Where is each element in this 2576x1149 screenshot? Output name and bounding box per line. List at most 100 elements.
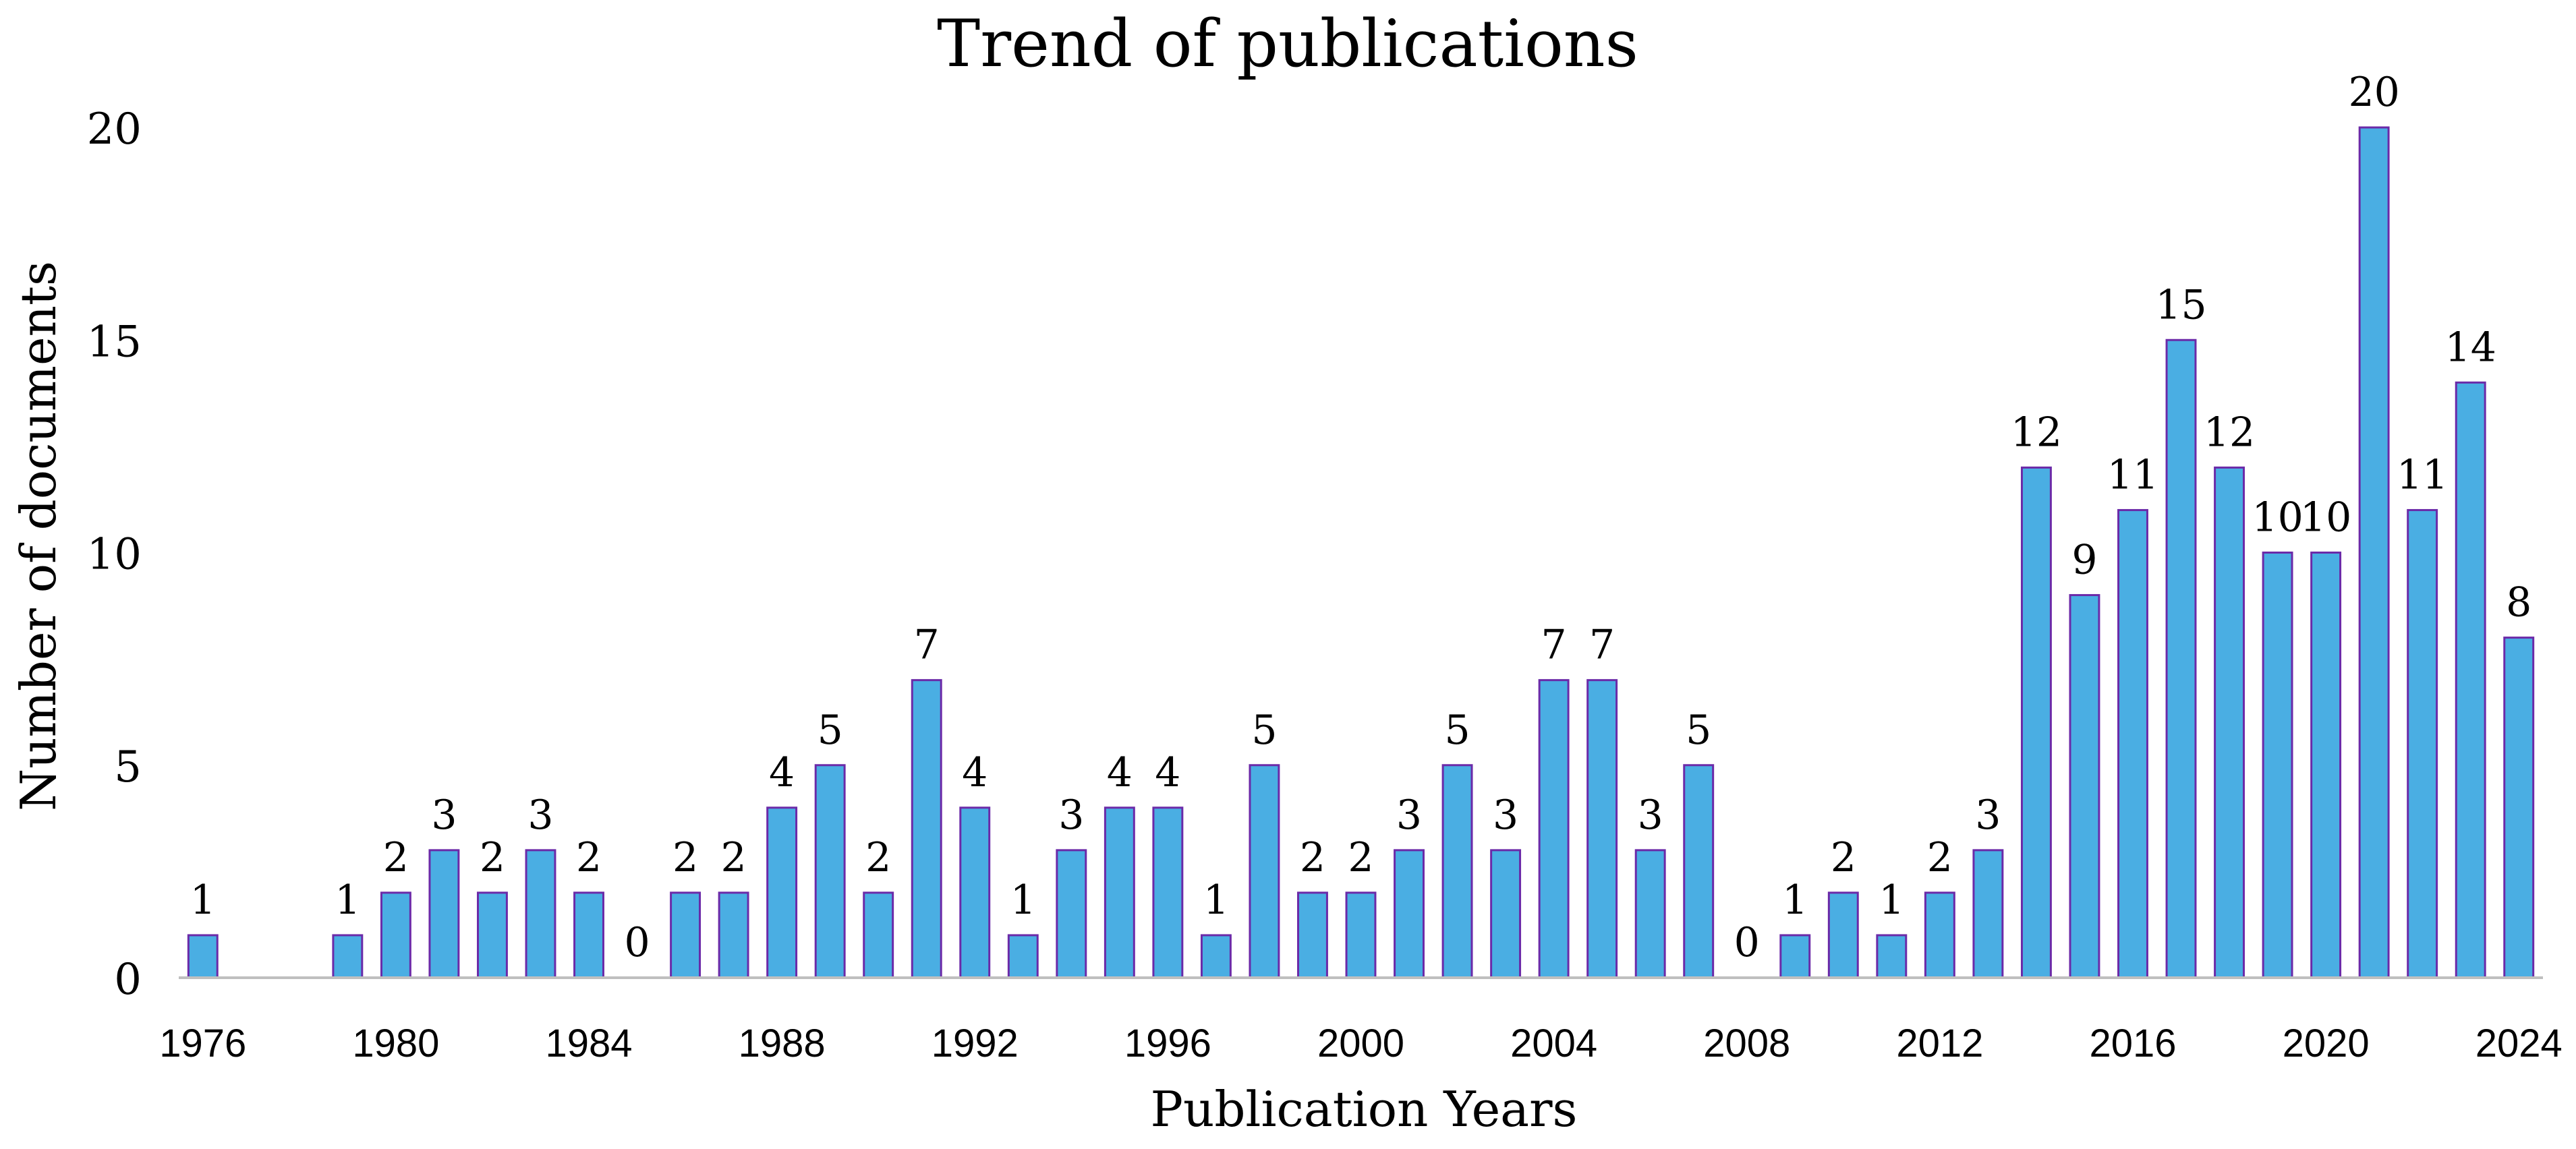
- bar-series: [187, 126, 2535, 979]
- y-tick-label: 15: [87, 317, 142, 367]
- bar: [1586, 679, 1618, 979]
- bar: [2117, 508, 2148, 979]
- bar: [525, 849, 556, 979]
- bar: [332, 934, 364, 979]
- data-label: 1: [335, 877, 360, 924]
- bar: [187, 934, 219, 979]
- data-label: 10: [2252, 494, 2303, 541]
- data-label: 2: [865, 834, 891, 881]
- x-tick-label: 1992: [932, 1022, 1019, 1065]
- data-label: 3: [1058, 792, 1084, 839]
- bar: [2503, 637, 2535, 979]
- data-label: 2: [480, 834, 505, 881]
- data-label: 20: [2348, 69, 2399, 116]
- data-label: 4: [1155, 749, 1180, 796]
- x-tick-label: 1980: [352, 1022, 439, 1065]
- x-tick-label: 1996: [1124, 1022, 1211, 1065]
- data-label: 11: [2397, 451, 2448, 498]
- data-label: 5: [1686, 707, 1711, 754]
- bar: [380, 891, 411, 979]
- bar: [814, 764, 846, 979]
- data-label: 11: [2107, 451, 2158, 498]
- x-tick-label: 2004: [1510, 1022, 1597, 1065]
- bar: [911, 679, 942, 979]
- data-label: 1: [1879, 877, 1904, 924]
- bar: [1297, 891, 1328, 979]
- x-tick-label: 2012: [1896, 1022, 1983, 1065]
- y-tick-label: 0: [114, 955, 142, 1005]
- data-label: 2: [383, 834, 409, 881]
- data-label: 3: [1975, 792, 2001, 839]
- data-label: 2: [576, 834, 602, 881]
- bar: [1490, 849, 1522, 979]
- bar: [2358, 126, 2390, 979]
- bar: [1779, 934, 1811, 979]
- x-axis-label: Publication Years: [1151, 1081, 1578, 1138]
- x-tick-label: 1984: [545, 1022, 632, 1065]
- bar: [1104, 806, 1135, 979]
- y-tick-label: 20: [87, 105, 142, 154]
- y-tick-label: 10: [87, 530, 142, 580]
- data-label: 4: [962, 749, 988, 796]
- bar: [1249, 764, 1280, 979]
- bar: [2262, 552, 2293, 979]
- data-label: 5: [1251, 707, 1277, 754]
- data-label: 5: [1444, 707, 1470, 754]
- bar: [1972, 849, 2004, 979]
- bar: [2310, 552, 2342, 979]
- data-label: 8: [2506, 579, 2531, 626]
- bar: [766, 806, 798, 979]
- bar: [2020, 466, 2052, 979]
- bar: [1200, 934, 1232, 979]
- data-label: 7: [1589, 622, 1615, 669]
- data-label: 7: [1541, 622, 1567, 669]
- data-label: 12: [2011, 409, 2062, 456]
- bar: [573, 891, 604, 979]
- bar: [959, 806, 991, 979]
- data-label: 2: [1927, 834, 1953, 881]
- data-label: 2: [672, 834, 698, 881]
- y-tick-label: 5: [114, 742, 142, 792]
- data-label: 1: [1203, 877, 1229, 924]
- bar: [1007, 934, 1039, 979]
- y-axis-ticks: 0 5 10 15 20: [87, 105, 142, 1005]
- bar: [1683, 764, 1715, 979]
- bar: [1924, 891, 1955, 979]
- chart-title: Trend of publications: [937, 6, 1638, 82]
- data-label: 0: [624, 919, 650, 966]
- y-axis-label: Number of documents: [10, 261, 67, 811]
- data-label: 2: [1348, 834, 1373, 881]
- bar: [2455, 381, 2486, 979]
- data-label: 4: [769, 749, 795, 796]
- bar: [718, 891, 749, 979]
- data-label: 2: [1831, 834, 1856, 881]
- bar: [1634, 849, 1666, 979]
- data-label: 12: [2204, 409, 2255, 456]
- bar: [1538, 679, 1570, 979]
- bar: [863, 891, 894, 979]
- data-label: 3: [1493, 792, 1518, 839]
- data-label: 3: [527, 792, 553, 839]
- data-label: 4: [1107, 749, 1133, 796]
- bar: [1827, 891, 1859, 979]
- data-label: 5: [818, 707, 843, 754]
- bar: [2214, 466, 2245, 979]
- bar: [2069, 594, 2100, 979]
- bar: [428, 849, 460, 979]
- x-tick-label: 1988: [739, 1022, 826, 1065]
- bar: [476, 891, 508, 979]
- bar: [2407, 508, 2438, 979]
- x-tick-label: 2008: [1703, 1022, 1790, 1065]
- bar: [1394, 849, 1425, 979]
- data-label: 14: [2445, 324, 2496, 371]
- data-label: 1: [190, 877, 216, 924]
- data-label: 9: [2071, 537, 2097, 584]
- data-label: 2: [721, 834, 747, 881]
- data-label: 1: [1010, 877, 1036, 924]
- bar: [670, 891, 702, 979]
- data-label: 3: [431, 792, 457, 839]
- bar: [1441, 764, 1473, 979]
- data-label: 2: [1300, 834, 1325, 881]
